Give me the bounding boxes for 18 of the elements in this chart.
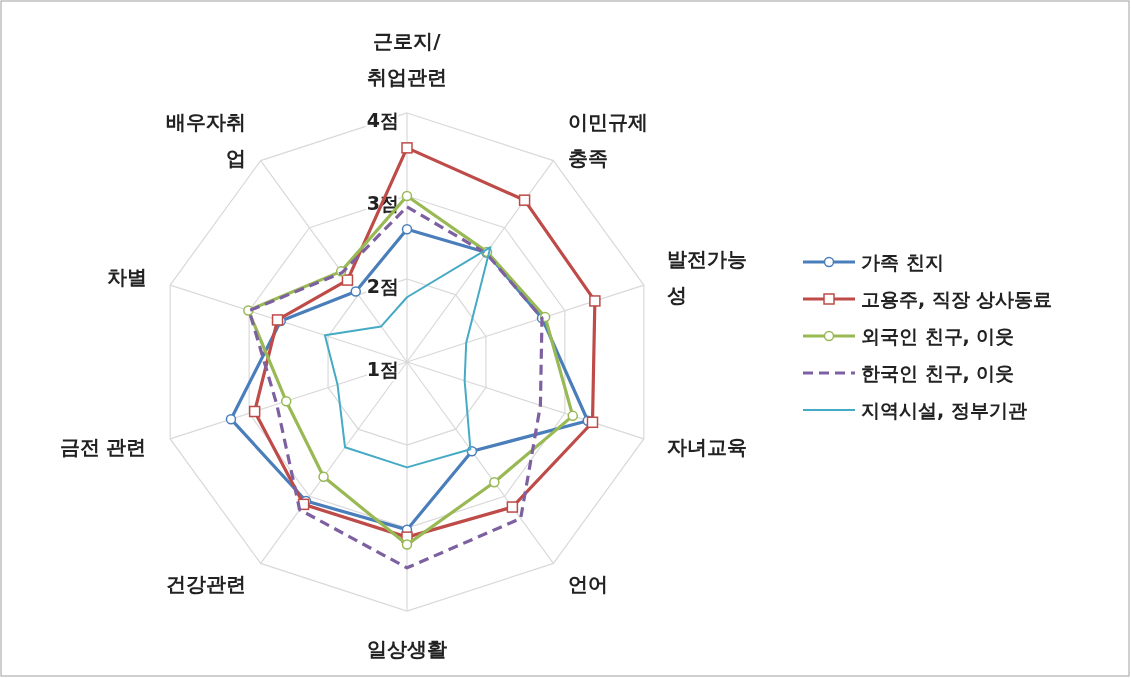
spoke-label: 발전가능 성 [667, 247, 748, 308]
spoke-label: 배우자취 업 [166, 110, 247, 171]
legend-label: 한국인 친구, 이웃 [861, 362, 1015, 384]
spoke-label: 차별 [106, 265, 147, 290]
y-tick-label: 4점 [366, 109, 399, 131]
spoke-label: 언어 [567, 571, 608, 596]
spoke-label: 자녀교육 [667, 434, 748, 459]
spoke-label: 일상생활 [367, 636, 447, 661]
y-tick-label: 2점 [366, 275, 399, 297]
y-tick-label: 1점 [366, 358, 399, 380]
legend-label: 외국인 친구, 이웃 [861, 325, 1015, 347]
legend-label: 지역시설, 정부기관 [861, 399, 1027, 421]
spoke-label: 금전 관련 [59, 434, 147, 459]
spoke-label: 이민규제 충족 [567, 110, 648, 171]
legend-label: 고용주, 직장 상사동료 [861, 288, 1053, 310]
spoke-label: 건강관련 [166, 571, 247, 596]
legend-label: 가족 친지 [861, 251, 944, 273]
spoke-label: 근로지/ 취업관련 [367, 29, 447, 90]
